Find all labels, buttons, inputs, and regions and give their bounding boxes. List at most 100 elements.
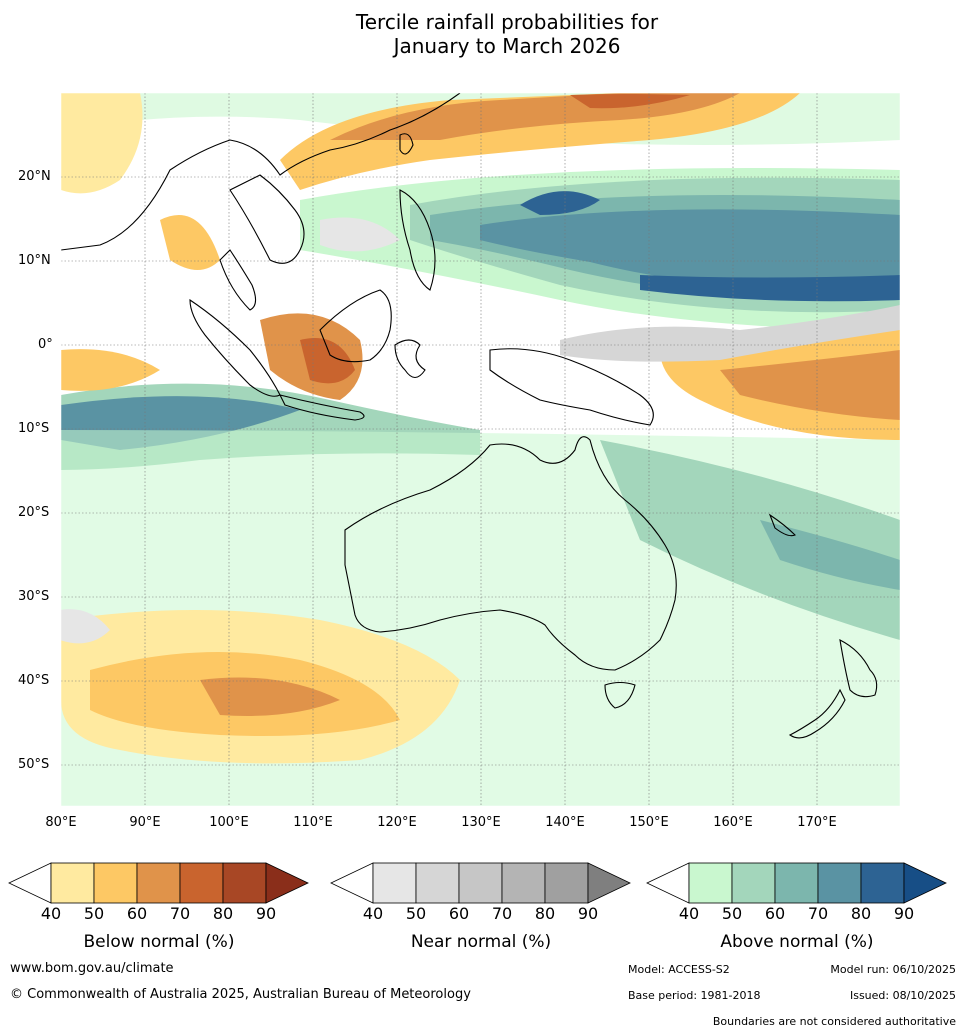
below-tick: 40: [40, 904, 62, 923]
above-tick: 40: [678, 904, 700, 923]
above-normal-zone: [600, 440, 900, 640]
above-swatch: [817, 862, 862, 904]
below-normal-zone: [160, 215, 220, 270]
near-swatch: [415, 862, 460, 904]
lat-label-50s: 50°S: [18, 757, 50, 772]
sulawesi-coastline: [394, 339, 426, 379]
model-name: Model: ACCESS-S2: [628, 963, 730, 976]
lon-label-110e: 110°E: [293, 815, 333, 830]
above-normal-zone: [520, 191, 600, 215]
above-tick: 60: [764, 904, 786, 923]
below-swatch: [50, 862, 95, 904]
java-coastline: [278, 394, 365, 421]
new-caledonia-coastline: [768, 513, 796, 537]
above-swatch: [731, 862, 776, 904]
lat-label-10n: 10°N: [18, 253, 51, 268]
below-normal-zone: [61, 93, 143, 194]
lon-label-140e: 140°E: [545, 815, 585, 830]
below-tick: 50: [83, 904, 105, 923]
title-line-1: Tercile rainfall probabilities for: [355, 10, 659, 34]
above-normal-zone: [640, 275, 900, 302]
above-normal-label: Above normal (%): [720, 932, 874, 952]
below-normal-colorbar: [8, 862, 309, 904]
philippines-coastline: [399, 189, 436, 291]
near-swatch: [544, 862, 589, 904]
map-frame: [60, 92, 901, 807]
rainfall-probability-map: [60, 92, 901, 807]
model-run-date: Model run: 06/10/2025: [830, 963, 956, 976]
new-guinea-coastline: [489, 348, 654, 426]
map-title: Tercile rainfall probabilities for Janua…: [0, 10, 965, 58]
below-tick: 70: [169, 904, 191, 923]
near-swatch: [458, 862, 503, 904]
lat-label-20s: 20°S: [18, 505, 50, 520]
lon-label-100e: 100°E: [209, 815, 249, 830]
below-swatch: [222, 862, 267, 904]
lat-label-30s: 30°S: [18, 589, 50, 604]
near-tick: 50: [405, 904, 427, 923]
near-normal-zone: [560, 305, 900, 362]
near-overflow-triangle: [587, 862, 631, 904]
sumatra-coastline: [189, 298, 281, 397]
below-overflow-triangle: [265, 862, 309, 904]
below-swatch: [136, 862, 181, 904]
lat-label-equator: 0°: [38, 337, 53, 352]
lon-label-90e: 90°E: [129, 815, 161, 830]
near-swatch: [501, 862, 546, 904]
above-swatch: [688, 862, 733, 904]
near-normal-zone: [61, 609, 110, 644]
borneo-coastline: [319, 289, 392, 363]
below-tick: 90: [255, 904, 277, 923]
new-zealand-south-coastline: [788, 688, 846, 739]
below-underflow-triangle: [8, 862, 52, 904]
base-period: Base period: 1981-2018: [628, 989, 761, 1002]
title-line-2: January to March 2026: [393, 34, 621, 58]
probability-fields: [61, 93, 900, 806]
above-tick: 50: [721, 904, 743, 923]
copyright-notice: © Commonwealth of Australia 2025, Austra…: [10, 987, 471, 1002]
website-link[interactable]: www.bom.gov.au/climate: [10, 961, 174, 976]
above-underflow-triangle: [646, 862, 690, 904]
boundaries-disclaimer: Boundaries are not considered authoritat…: [712, 1015, 956, 1028]
near-normal-colorbar: [330, 862, 631, 904]
above-swatch: [860, 862, 905, 904]
above-tick: 80: [850, 904, 872, 923]
near-tick: 90: [577, 904, 599, 923]
above-tick: 90: [893, 904, 915, 923]
below-swatch: [179, 862, 224, 904]
lon-label-150e: 150°E: [629, 815, 669, 830]
australia-coastline: [344, 436, 677, 671]
below-tick: 60: [126, 904, 148, 923]
malay-peninsula-coastline: [219, 249, 257, 311]
below-normal-zone: [570, 94, 690, 109]
near-tick: 70: [491, 904, 513, 923]
near-tick: 80: [534, 904, 556, 923]
near-underflow-triangle: [330, 862, 374, 904]
lon-label-170e: 170°E: [797, 815, 837, 830]
below-normal-zone: [300, 338, 355, 384]
above-swatch: [774, 862, 819, 904]
below-swatch: [93, 862, 138, 904]
above-tick: 70: [807, 904, 829, 923]
near-tick: 60: [448, 904, 470, 923]
taiwan-coastline: [399, 133, 414, 155]
above-overflow-triangle: [903, 862, 947, 904]
coastlines: [61, 93, 878, 739]
issued-date: Issued: 08/10/2025: [849, 989, 956, 1002]
below-normal-zone: [720, 350, 900, 420]
new-zealand-north-coastline: [839, 639, 878, 698]
near-normal-zone: [320, 217, 400, 252]
above-normal-zone: [480, 209, 900, 291]
lat-label-40s: 40°S: [18, 673, 50, 688]
above-normal-zone: [760, 520, 900, 590]
near-tick: 40: [362, 904, 384, 923]
near-normal-label: Near normal (%): [410, 932, 552, 952]
lon-label-120e: 120°E: [377, 815, 417, 830]
indochina-coastline: [229, 174, 305, 264]
lon-label-160e: 160°E: [713, 815, 753, 830]
lat-label-20n: 20°N: [18, 169, 51, 184]
lon-label-130e: 130°E: [461, 815, 501, 830]
asia-mainland-coastline: [61, 93, 461, 251]
below-normal-label: Below normal (%): [83, 932, 235, 952]
tasmania-coastline: [604, 681, 636, 709]
